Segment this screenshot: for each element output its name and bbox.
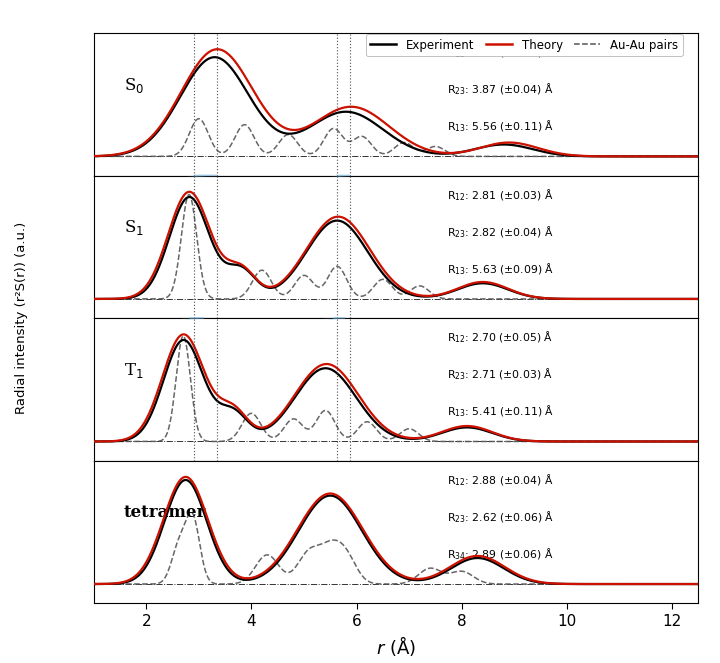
Text: R$_{23}$: 2.71 (±0.03) Å: R$_{23}$: 2.71 (±0.03) Å: [447, 367, 554, 383]
Text: R$_{34}$: 2.89 (±0.06) Å: R$_{34}$: 2.89 (±0.06) Å: [447, 546, 554, 562]
Text: R$_{12}$: 2.88 (±0.04) Å: R$_{12}$: 2.88 (±0.04) Å: [447, 472, 554, 488]
Legend: Experiment, Theory, Au-Au pairs: Experiment, Theory, Au-Au pairs: [366, 34, 683, 56]
Text: Radial intensity (r²S(r)) (a.u.): Radial intensity (r²S(r)) (a.u.): [15, 222, 28, 414]
Text: T$_1$: T$_1$: [124, 361, 143, 380]
Text: tetramer: tetramer: [124, 504, 206, 520]
Text: R$_{23}$: 2.82 (±0.04) Å: R$_{23}$: 2.82 (±0.04) Å: [447, 224, 554, 240]
Text: S$_1$: S$_1$: [124, 219, 144, 237]
Text: R$_{13}$: 5.63 (±0.09) Å: R$_{13}$: 5.63 (±0.09) Å: [447, 261, 554, 277]
Text: R$_{13}$: 5.41 (±0.11) Å: R$_{13}$: 5.41 (±0.11) Å: [447, 404, 554, 420]
Text: R$_{13}$: 5.56 (±0.11) Å: R$_{13}$: 5.56 (±0.11) Å: [447, 119, 554, 135]
Text: R$_{23}$: 2.62 (±0.06) Å: R$_{23}$: 2.62 (±0.06) Å: [447, 509, 554, 525]
Text: R$_{12}$: 2.70 (±0.05) Å: R$_{12}$: 2.70 (±0.05) Å: [447, 330, 554, 345]
Text: R$_{12}$: 2.81 (±0.03) Å: R$_{12}$: 2.81 (±0.03) Å: [447, 187, 554, 203]
Text: R$_{23}$: 3.87 (±0.04) Å: R$_{23}$: 3.87 (±0.04) Å: [447, 82, 554, 97]
Text: S$_0$: S$_0$: [124, 76, 144, 95]
Text: R$_{12}$: 3.30 (±0.06) Å: R$_{12}$: 3.30 (±0.06) Å: [447, 44, 554, 60]
X-axis label: $r$ (Å): $r$ (Å): [376, 634, 416, 658]
